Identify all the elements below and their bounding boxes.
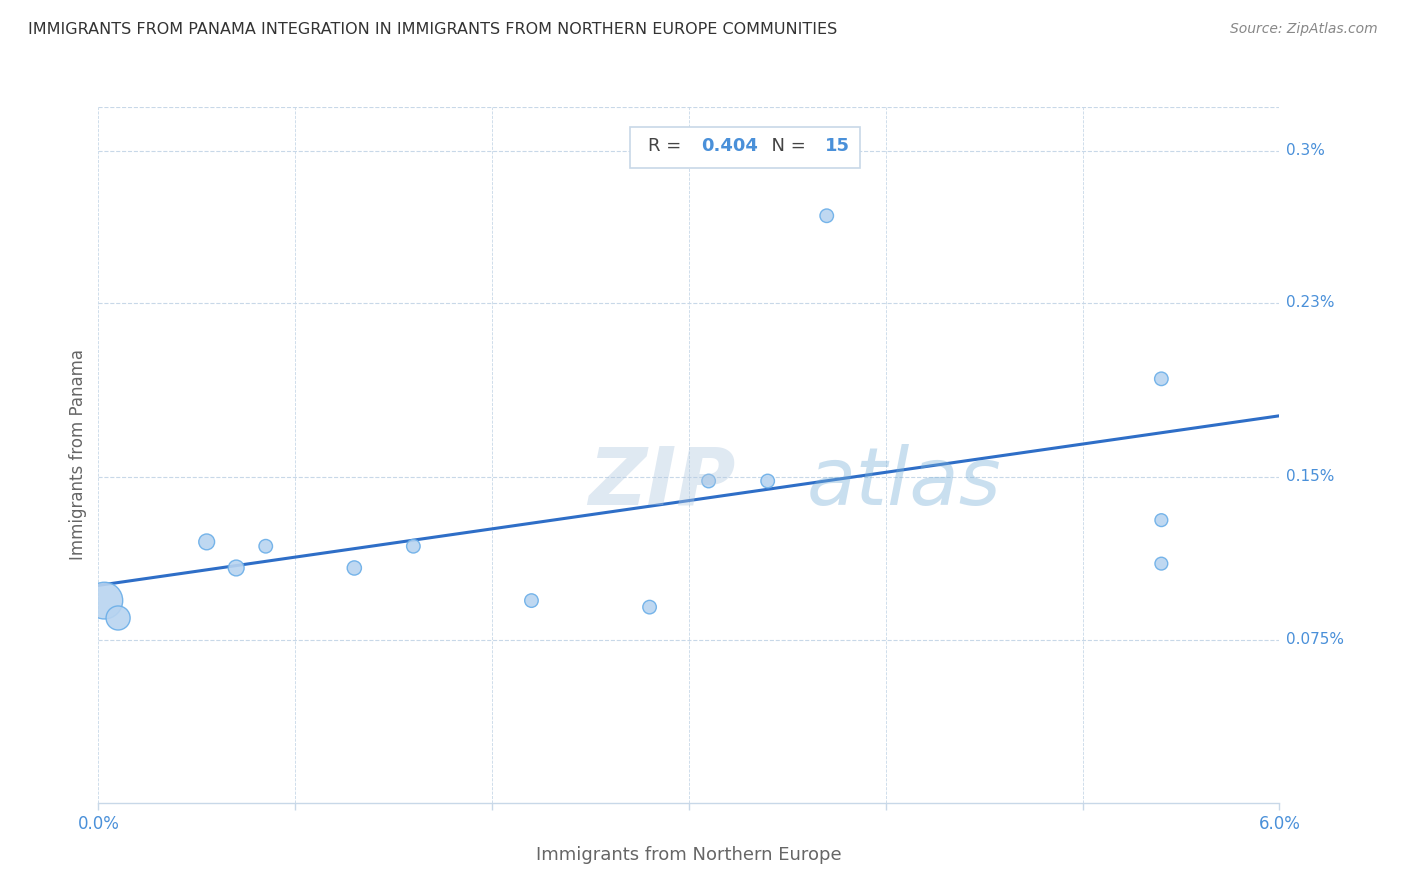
Point <box>1150 513 1173 527</box>
Text: 0.23%: 0.23% <box>1286 295 1334 310</box>
Text: N =: N = <box>759 137 811 155</box>
Point <box>107 611 129 625</box>
Text: 0.075%: 0.075% <box>1286 632 1344 648</box>
Point <box>195 535 218 549</box>
Point <box>756 474 779 488</box>
Point <box>638 600 661 615</box>
Text: 0.15%: 0.15% <box>1286 469 1334 484</box>
Point <box>1150 372 1173 386</box>
Point <box>93 593 115 607</box>
X-axis label: Immigrants from Northern Europe: Immigrants from Northern Europe <box>536 847 842 864</box>
Point <box>343 561 366 575</box>
Text: 15: 15 <box>825 137 849 155</box>
Text: Source: ZipAtlas.com: Source: ZipAtlas.com <box>1230 22 1378 37</box>
Point <box>520 593 543 607</box>
Point <box>402 539 425 553</box>
Text: 0.3%: 0.3% <box>1286 143 1326 158</box>
Text: 0.404: 0.404 <box>700 137 758 155</box>
Text: R =: R = <box>648 137 686 155</box>
FancyBboxPatch shape <box>630 128 860 168</box>
Point <box>1150 557 1173 571</box>
Y-axis label: Immigrants from Panama: Immigrants from Panama <box>69 350 87 560</box>
Text: atlas: atlas <box>807 443 1002 522</box>
Text: IMMIGRANTS FROM PANAMA INTEGRATION IN IMMIGRANTS FROM NORTHERN EUROPE COMMUNITIE: IMMIGRANTS FROM PANAMA INTEGRATION IN IM… <box>28 22 838 37</box>
Text: ZIP: ZIP <box>589 443 735 522</box>
Point <box>815 209 838 223</box>
Point <box>254 539 277 553</box>
Point <box>225 561 247 575</box>
Point <box>697 474 720 488</box>
